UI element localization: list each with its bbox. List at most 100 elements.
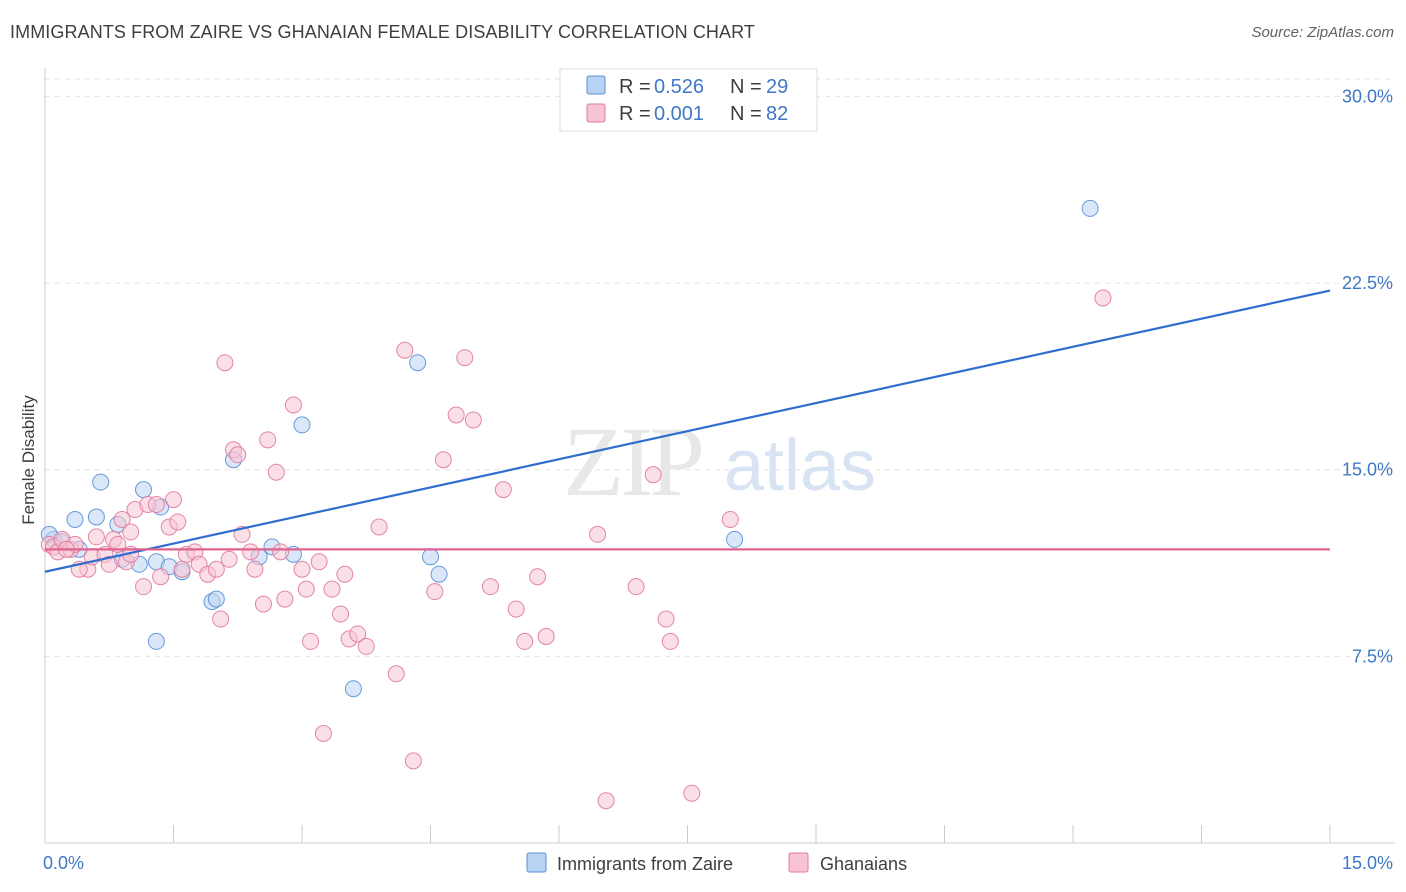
ghana-point (644, 466, 662, 484)
legend-n-value-zaire: 29 (766, 76, 788, 98)
ghana-point (447, 406, 465, 424)
ghana-point (293, 560, 311, 578)
zaire-point (409, 354, 427, 372)
legend-swatch-zaire (586, 75, 606, 95)
ghana-point (297, 580, 315, 598)
ghana-point (721, 510, 739, 528)
zaire-point (422, 548, 439, 566)
ghana-point (242, 543, 260, 561)
ghana-point (276, 590, 294, 608)
ghana-point (529, 568, 547, 586)
x-tick-labels: 0.0% 15.0% (43, 853, 1393, 873)
y-tick-labels: 7.5% 15.0% 22.5% 30.0% (1342, 86, 1393, 666)
ghana-point (169, 513, 187, 531)
legend-swatch-ghana (586, 103, 606, 123)
legend-r-value-zaire: 0.526 (654, 76, 704, 98)
ghana-point (207, 560, 225, 578)
zaire-point (66, 510, 84, 528)
y-tick-label: 30.0% (1342, 86, 1393, 106)
ghana-point (426, 583, 444, 601)
ghana-point (597, 792, 615, 810)
zaire-point (344, 680, 362, 698)
ghana-point (216, 354, 234, 372)
ghana-point (349, 625, 367, 643)
ghana-point (302, 632, 320, 650)
ghana-point (434, 451, 452, 469)
ghana-point (683, 784, 701, 802)
bottom-legend-label-ghana: Ghanaians (820, 854, 907, 874)
correlation-legend: R = 0.526 N = 29 R = 0.001 N = 82 (559, 68, 818, 132)
ghana-point (87, 528, 105, 546)
ghana-point (370, 518, 388, 536)
ghana-point (357, 637, 375, 655)
zaire-point (135, 481, 153, 499)
ghana-point (494, 481, 512, 499)
watermark: ZIP atlas (563, 406, 876, 517)
zaire-point (293, 416, 311, 434)
ghana-point (516, 632, 534, 650)
bottom-legend-label-zaire: Immigrants from Zaire (557, 854, 733, 874)
ghana-point (246, 560, 264, 578)
bottom-legend-swatch-ghana (788, 852, 809, 873)
ghana-point (254, 595, 272, 613)
ghana-point (173, 560, 191, 578)
ghana-point (212, 610, 230, 628)
ghana-point (272, 543, 290, 561)
ghana-point (481, 578, 499, 596)
zaire-point (430, 565, 448, 583)
legend-r-value-ghana: 0.001 (654, 103, 704, 125)
ghana-point (165, 491, 182, 509)
ghana-point (396, 341, 414, 359)
legend-n-label-ghana: N = (730, 103, 762, 125)
x-tick-label-min: 0.0% (43, 853, 84, 873)
ghana-point (537, 627, 555, 645)
ghana-point (147, 496, 165, 514)
zaire-point (147, 632, 165, 650)
y-tick-label: 22.5% (1342, 273, 1393, 293)
x-tick-label-max: 15.0% (1342, 853, 1393, 873)
ghana-point (627, 578, 645, 596)
zaire-trend-line (44, 289, 1331, 573)
zaire-point (1081, 199, 1099, 217)
y-tick-label: 7.5% (1352, 646, 1393, 666)
ghana-point (310, 553, 328, 571)
ghana-point (267, 463, 285, 481)
watermark-atlas: atlas (724, 426, 876, 506)
trend-lines (44, 289, 1331, 573)
zaire-point (92, 473, 110, 491)
ghana-point (456, 349, 474, 367)
ghana-point (113, 510, 131, 528)
ghana-point (657, 610, 675, 628)
bottom-legend-swatch-zaire (526, 852, 547, 873)
ghana-point (464, 411, 482, 429)
axes (44, 68, 1395, 844)
ghana-point (135, 578, 153, 596)
legend-n-value-ghana: 82 (766, 103, 788, 125)
legend-r-label-zaire: R = (619, 76, 651, 98)
legend-r-label-ghana: R = (619, 103, 651, 125)
source-credit: Source: ZipAtlas.com (1251, 24, 1394, 41)
ghana-point (100, 555, 118, 573)
ghana-point (220, 550, 238, 568)
ghana-point (507, 600, 525, 618)
chart-title: IMMIGRANTS FROM ZAIRE VS GHANAIAN FEMALE… (10, 22, 756, 42)
ghana-point (404, 752, 422, 770)
zaire-point (87, 508, 105, 526)
ghana-point (336, 565, 354, 583)
ghana-point (1094, 289, 1112, 307)
y-tick-label: 15.0% (1342, 460, 1393, 480)
watermark-zip: ZIP (563, 406, 701, 517)
ghana-point (589, 525, 607, 543)
ghana-point (332, 605, 350, 623)
ghana-point (661, 632, 679, 650)
legend-n-label-zaire: N = (730, 76, 762, 98)
ghana-point (152, 568, 170, 586)
ghana-point (323, 580, 341, 598)
ghana-point (387, 665, 405, 683)
ghana-point (122, 523, 140, 541)
zaire-point (726, 530, 744, 548)
ghana-point (259, 431, 277, 449)
ghana-point (284, 396, 302, 414)
zaire-point (207, 590, 225, 608)
ghana-point (229, 446, 247, 464)
